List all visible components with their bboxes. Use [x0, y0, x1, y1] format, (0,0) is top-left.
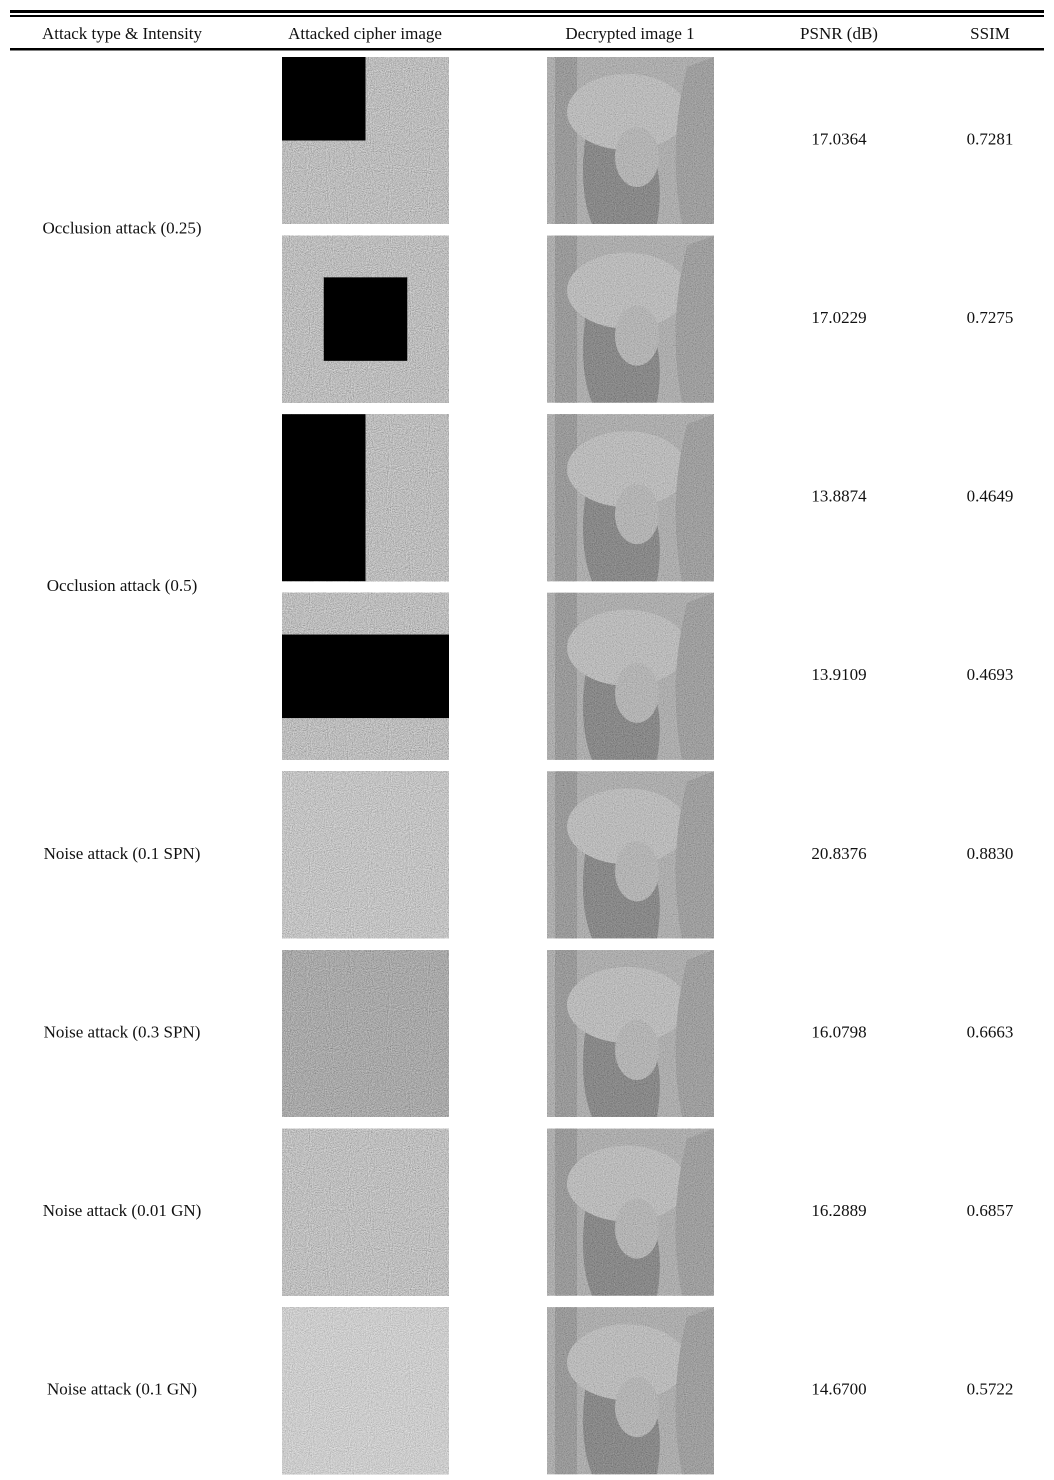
- speckle: [547, 414, 714, 581]
- attack-label: Noise attack (0.1 SPN): [44, 844, 201, 863]
- decrypted-image: [547, 1307, 714, 1474]
- decrypted-image: [547, 1129, 714, 1296]
- occlusion: [324, 277, 408, 361]
- psnr: 17.0229: [811, 308, 866, 327]
- cipher-image: [282, 236, 449, 403]
- decrypted-image: [547, 57, 714, 224]
- speckle: [547, 57, 714, 224]
- ssim: 0.4649: [967, 487, 1014, 506]
- occlusion: [282, 414, 366, 581]
- attack-label: Occlusion attack (0.5): [47, 576, 198, 595]
- decrypted-image: [547, 593, 714, 760]
- ssim: 0.4693: [967, 665, 1014, 684]
- attack-label: Noise attack (0.3 SPN): [44, 1022, 201, 1041]
- decrypted-image: [547, 771, 714, 938]
- psnr: 13.8874: [811, 487, 867, 506]
- psnr: 20.8376: [811, 844, 866, 863]
- cipher-image: [282, 1307, 449, 1474]
- cipher-image: [282, 57, 449, 224]
- speckle: [547, 771, 714, 938]
- psnr: 16.2889: [811, 1201, 866, 1220]
- cipher-image: [282, 593, 449, 760]
- cipher-image: [282, 771, 449, 938]
- speckle: [547, 1129, 714, 1296]
- attack-label: Noise attack (0.01 GN): [43, 1201, 202, 1220]
- ssim: 0.7281: [967, 129, 1014, 148]
- column-header: Decrypted image 1: [565, 24, 694, 43]
- attack-label: Occlusion attack (0.25): [42, 219, 201, 238]
- decrypted-image: [547, 414, 714, 581]
- tone: [282, 950, 449, 1117]
- ssim: 0.7275: [967, 308, 1014, 327]
- ssim: 0.6663: [967, 1022, 1014, 1041]
- cipher-image: [282, 950, 449, 1117]
- attack-label: Noise attack (0.1 GN): [47, 1380, 197, 1399]
- top-rule: [10, 15, 1044, 17]
- top-rule: [10, 10, 1044, 13]
- decrypted-image: [547, 950, 714, 1117]
- cipher-image: [282, 414, 449, 581]
- psnr: 14.6700: [811, 1380, 866, 1399]
- column-header: PSNR (dB): [800, 24, 878, 43]
- column-header: Attacked cipher image: [288, 24, 442, 43]
- header-rule: [10, 48, 1044, 51]
- ssim: 0.8830: [967, 844, 1014, 863]
- psnr: 16.0798: [811, 1022, 866, 1041]
- column-header: Attack type & Intensity: [42, 24, 203, 43]
- column-header: SSIM: [970, 24, 1010, 43]
- cipher-image: [282, 1129, 449, 1296]
- ssim: 0.5722: [967, 1380, 1014, 1399]
- occlusion: [282, 57, 366, 141]
- speckle: [547, 950, 714, 1117]
- speckle: [547, 593, 714, 760]
- tone: [282, 1307, 449, 1474]
- speckle: [547, 236, 714, 403]
- tone: [282, 1129, 449, 1296]
- tone: [282, 771, 449, 938]
- ssim: 0.6857: [967, 1201, 1014, 1220]
- speckle: [547, 1307, 714, 1474]
- decrypted-image: [547, 236, 714, 403]
- psnr: 13.9109: [811, 665, 866, 684]
- psnr: 17.0364: [811, 129, 867, 148]
- table: Attack type & Intensity Attacked cipher i…: [0, 0, 1054, 1480]
- occlusion: [282, 635, 449, 719]
